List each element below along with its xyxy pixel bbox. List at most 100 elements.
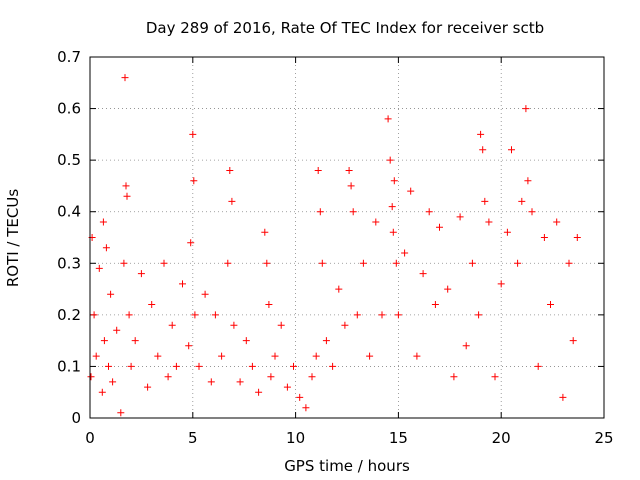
data-point — [261, 228, 269, 236]
data-point — [265, 301, 273, 308]
data-point — [553, 218, 561, 226]
chart-title: Day 289 of 2016, Rate Of TEC Index for r… — [146, 19, 544, 37]
data-point — [345, 167, 353, 174]
data-point — [444, 285, 452, 293]
x-tick-label: 15 — [389, 429, 408, 447]
data-point — [105, 362, 112, 370]
data-point — [456, 213, 464, 221]
data-point — [211, 311, 219, 319]
data-point — [522, 105, 530, 113]
data-point — [372, 218, 380, 226]
data-point — [191, 311, 199, 319]
plot-frame — [89, 56, 605, 419]
data-point — [107, 290, 115, 298]
x-tick-label: 20 — [492, 429, 511, 447]
data-point — [87, 373, 95, 381]
y-tick-label: 0.5 — [57, 151, 81, 169]
x-tick-label: 10 — [286, 429, 305, 447]
data-point — [283, 383, 291, 391]
data-point — [335, 285, 343, 293]
y-tick-label: 0.3 — [57, 254, 81, 272]
data-point — [565, 259, 573, 267]
data-point — [179, 280, 186, 288]
data-point — [148, 301, 156, 308]
data-point — [92, 352, 100, 360]
data-point — [314, 167, 322, 174]
data-point — [127, 362, 135, 370]
data-point — [296, 393, 304, 401]
data-point — [207, 378, 215, 386]
data-point — [569, 337, 577, 345]
x-tick-labels: 0 5 10 15 20 25 — [85, 429, 613, 447]
data-point — [236, 378, 244, 386]
data-point — [242, 337, 250, 345]
data-point — [413, 352, 421, 360]
data-point — [491, 373, 499, 381]
data-point — [99, 218, 107, 226]
data-point — [226, 167, 234, 174]
data-point — [341, 321, 349, 329]
data-point — [113, 326, 121, 334]
data-point — [164, 373, 172, 381]
y-tick-labels: 0 0.1 0.2 0.3 0.4 0.5 0.6 0.7 — [57, 48, 81, 427]
data-point — [230, 321, 238, 329]
data-point — [386, 156, 394, 164]
x-tick-label: 25 — [594, 429, 613, 447]
data-point — [160, 259, 168, 267]
data-point — [329, 362, 337, 370]
data-point — [255, 388, 263, 396]
data-point — [190, 177, 198, 185]
data-point — [322, 337, 330, 345]
data-point — [394, 311, 402, 319]
data-point — [462, 342, 470, 350]
data-point — [131, 337, 139, 345]
y-tick-label: 0.7 — [57, 48, 81, 66]
data-point — [479, 146, 487, 154]
y-tick-label: 0.1 — [57, 357, 81, 375]
y-axis-label: ROTI / TECUs — [4, 189, 22, 287]
data-point — [117, 409, 125, 417]
y-tick-label: 0.2 — [57, 306, 81, 324]
data-point — [290, 362, 297, 370]
data-point — [468, 259, 476, 267]
data-point — [120, 259, 128, 267]
grid — [89, 56, 605, 419]
data-point — [475, 311, 483, 319]
data-point — [436, 223, 443, 231]
data-point — [308, 373, 316, 381]
x-tick-label: 5 — [188, 429, 198, 447]
data-point — [248, 362, 256, 370]
data-point — [390, 177, 398, 185]
data-point — [189, 130, 197, 138]
data-point — [109, 378, 117, 386]
data-point — [547, 301, 554, 308]
data-point — [353, 311, 361, 319]
data-point — [347, 182, 355, 190]
data-point — [389, 228, 397, 236]
data-point — [277, 321, 285, 329]
data-point — [401, 249, 409, 257]
data-point — [425, 208, 433, 216]
data-point — [359, 259, 367, 267]
data-point — [497, 280, 505, 288]
data-point — [419, 270, 427, 278]
data-point — [318, 259, 326, 267]
data-point — [534, 362, 542, 370]
data-point — [312, 352, 320, 360]
data-point — [100, 337, 108, 345]
data-point — [228, 197, 236, 205]
data-point — [302, 404, 310, 412]
data-point — [349, 208, 357, 216]
data-point — [90, 311, 98, 319]
data-point — [528, 208, 536, 216]
data-point — [172, 362, 180, 370]
data-point — [185, 342, 193, 350]
data-point — [573, 234, 581, 241]
data-point — [144, 383, 152, 391]
data-point — [366, 352, 374, 360]
data-point — [508, 146, 515, 154]
data-point — [388, 203, 396, 211]
data-point — [195, 362, 203, 370]
data-point — [450, 373, 458, 381]
